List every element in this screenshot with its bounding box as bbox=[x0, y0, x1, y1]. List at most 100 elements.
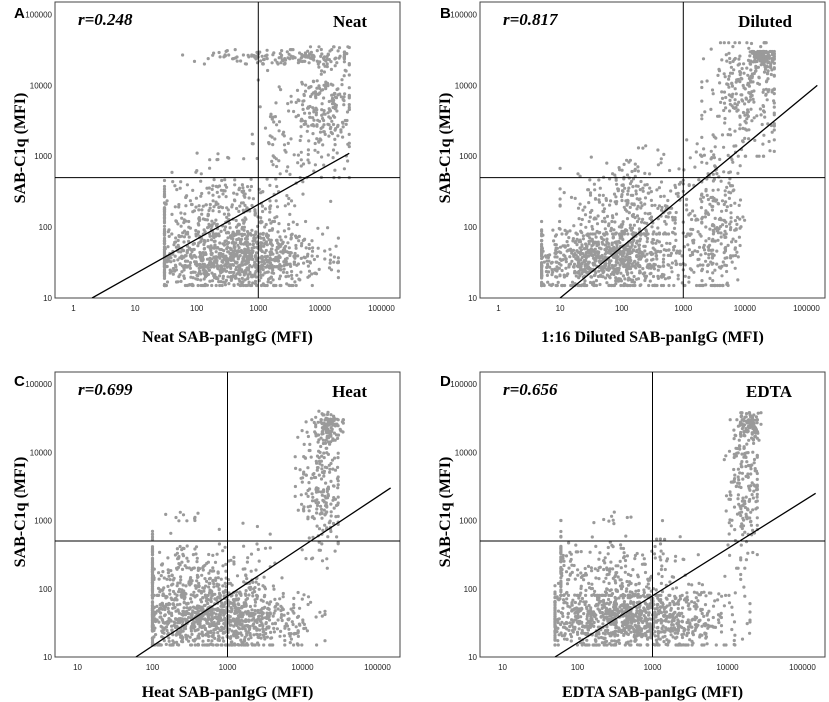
data-point bbox=[194, 552, 198, 556]
data-point bbox=[224, 231, 229, 235]
data-point bbox=[615, 267, 619, 271]
data-point bbox=[581, 234, 586, 238]
data-point bbox=[656, 148, 660, 152]
data-point bbox=[240, 627, 245, 631]
data-point bbox=[159, 624, 163, 629]
data-point bbox=[284, 622, 288, 626]
data-point bbox=[218, 269, 222, 273]
data-point bbox=[685, 208, 689, 212]
data-point bbox=[159, 574, 163, 578]
data-point bbox=[742, 62, 746, 66]
data-point bbox=[231, 232, 235, 236]
data-point bbox=[263, 587, 267, 591]
data-point bbox=[586, 254, 591, 258]
data-point bbox=[175, 566, 179, 570]
data-point bbox=[699, 193, 704, 197]
data-point bbox=[319, 138, 323, 142]
data-point bbox=[643, 211, 647, 215]
data-point bbox=[243, 635, 247, 640]
data-point bbox=[208, 279, 212, 283]
data-point bbox=[610, 219, 614, 224]
data-point bbox=[579, 264, 583, 269]
data-point bbox=[213, 256, 217, 260]
data-point bbox=[196, 643, 200, 647]
data-point bbox=[579, 229, 583, 233]
data-point bbox=[208, 232, 212, 236]
data-point bbox=[719, 242, 723, 246]
data-point bbox=[233, 48, 237, 52]
data-point bbox=[551, 228, 555, 232]
data-point bbox=[683, 274, 687, 278]
data-point bbox=[210, 279, 215, 283]
data-point bbox=[584, 253, 588, 257]
data-point bbox=[221, 584, 225, 588]
data-point bbox=[659, 157, 663, 161]
data-point bbox=[635, 214, 640, 218]
data-point bbox=[542, 283, 546, 288]
data-point bbox=[713, 283, 717, 288]
data-point bbox=[719, 100, 723, 104]
data-point bbox=[230, 236, 234, 240]
data-point bbox=[250, 203, 254, 208]
scatter-points bbox=[540, 41, 776, 288]
data-point bbox=[670, 261, 675, 265]
data-point bbox=[225, 605, 229, 610]
data-point bbox=[577, 217, 581, 221]
data-point bbox=[571, 248, 576, 252]
data-point bbox=[178, 186, 182, 190]
data-point bbox=[184, 265, 188, 269]
data-point bbox=[765, 98, 769, 102]
data-point bbox=[150, 551, 155, 555]
data-point bbox=[257, 582, 261, 586]
data-point bbox=[223, 611, 227, 615]
data-point bbox=[221, 636, 225, 640]
data-point bbox=[329, 82, 333, 86]
data-point bbox=[737, 100, 741, 104]
data-point bbox=[696, 230, 700, 234]
data-point bbox=[335, 535, 339, 539]
data-point bbox=[548, 283, 552, 287]
data-point bbox=[162, 639, 166, 643]
data-point bbox=[261, 611, 265, 616]
data-point bbox=[302, 59, 306, 63]
data-point bbox=[222, 249, 226, 253]
data-point bbox=[220, 178, 224, 183]
data-point bbox=[195, 169, 199, 173]
data-point bbox=[170, 613, 174, 618]
data-point bbox=[155, 593, 159, 598]
data-point bbox=[671, 230, 675, 234]
data-point bbox=[647, 283, 651, 288]
data-point bbox=[250, 132, 254, 136]
data-point bbox=[291, 622, 295, 627]
data-point bbox=[595, 222, 600, 226]
data-point bbox=[579, 267, 583, 271]
data-point bbox=[223, 618, 227, 622]
data-point bbox=[725, 185, 729, 189]
data-point bbox=[315, 59, 319, 63]
data-point bbox=[540, 271, 544, 275]
data-point bbox=[764, 87, 768, 91]
data-point bbox=[207, 191, 211, 195]
data-point bbox=[734, 144, 738, 148]
data-point bbox=[318, 86, 322, 90]
data-point bbox=[169, 596, 173, 600]
data-point bbox=[185, 602, 189, 606]
data-point bbox=[187, 283, 191, 287]
data-point bbox=[336, 236, 340, 240]
scatter-points bbox=[150, 409, 345, 647]
data-point bbox=[309, 600, 313, 604]
data-point bbox=[216, 626, 220, 630]
data-point bbox=[336, 87, 340, 91]
data-point bbox=[296, 254, 300, 258]
data-point bbox=[306, 264, 310, 268]
data-point bbox=[661, 257, 666, 261]
data-point bbox=[715, 283, 720, 288]
data-point bbox=[328, 49, 332, 53]
data-point bbox=[739, 225, 743, 229]
data-point bbox=[285, 50, 289, 54]
data-point bbox=[320, 614, 324, 618]
data-point bbox=[268, 115, 273, 119]
data-point bbox=[636, 204, 640, 208]
data-point bbox=[564, 257, 568, 261]
data-point bbox=[256, 641, 260, 645]
